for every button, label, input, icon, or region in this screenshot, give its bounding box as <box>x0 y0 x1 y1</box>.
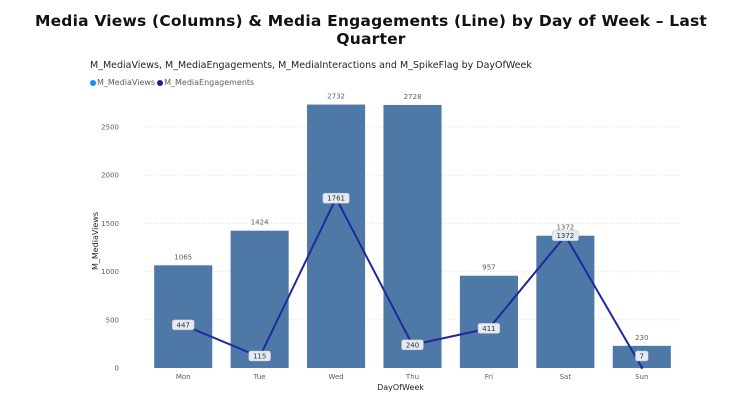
bar-thu[interactable] <box>383 104 442 368</box>
bar-data-label: 1065 <box>174 253 192 261</box>
line-data-label: 1372 <box>556 232 574 240</box>
line-label-box <box>248 350 271 362</box>
bar-data-label: 1424 <box>251 219 269 227</box>
line-label-box <box>477 323 501 334</box>
x-tick-label: Wed <box>328 373 343 381</box>
x-tick-label: Fri <box>485 373 493 381</box>
y-tick-label: 1500 <box>101 220 119 228</box>
line-data-label: 447 <box>177 321 190 329</box>
bar-mon[interactable] <box>154 265 213 368</box>
legend-item-m-mediaengagements[interactable]: M_MediaEngagements <box>157 78 254 87</box>
y-tick-label: 0 <box>115 365 119 373</box>
y-tick-label: 500 <box>106 316 119 324</box>
line-data-label: 1761 <box>327 195 345 203</box>
line-label-box <box>322 192 350 204</box>
line-label-box <box>551 230 579 241</box>
legend-label: M_MediaEngagements <box>164 78 255 87</box>
y-tick-label: 2500 <box>101 123 119 131</box>
x-tick-label: Mon <box>176 373 191 381</box>
line-data-label: 7 <box>640 353 644 361</box>
chart-title: Media Views (Columns) & Media Engagement… <box>34 12 708 48</box>
line-data-label: 411 <box>482 325 495 333</box>
bar-data-label: 2728 <box>404 93 422 101</box>
y-tick-label: 2000 <box>101 172 119 180</box>
x-tick-label: Sun <box>635 373 648 381</box>
x-axis-title: DayOfWeek <box>377 383 424 392</box>
x-tick-label: Sat <box>560 373 572 381</box>
bar-data-label: 1372 <box>556 224 574 232</box>
visual-subtitle: M_MediaViews, M_MediaEngagements, M_Medi… <box>90 60 532 71</box>
legend-label: M_MediaViews <box>97 78 156 87</box>
bar-tue[interactable] <box>230 230 289 368</box>
legend-marker <box>90 79 96 86</box>
line-label-box <box>172 319 195 331</box>
x-tick-label: Thu <box>405 373 419 381</box>
bar-fri[interactable] <box>459 275 518 368</box>
legend-item-m-mediaviews[interactable]: M_MediaViews <box>90 78 155 87</box>
line-data-label: 115 <box>253 353 266 361</box>
y-tick-label: 1000 <box>101 268 119 276</box>
bar-data-label: 957 <box>482 264 495 272</box>
line-data-label: 240 <box>406 341 419 349</box>
legend-marker <box>157 79 164 86</box>
bar-data-label: 230 <box>635 334 648 342</box>
line-label-box <box>635 350 649 362</box>
bar-data-label: 2732 <box>327 93 345 101</box>
x-tick-label: Tue <box>253 373 266 381</box>
bar-sat[interactable] <box>536 235 595 368</box>
line-point <box>640 365 644 369</box>
line-label-box <box>401 339 424 351</box>
y-axis-title: M_MediaViews <box>91 212 100 270</box>
legend: M_MediaViews M_MediaEngagements <box>90 78 256 87</box>
